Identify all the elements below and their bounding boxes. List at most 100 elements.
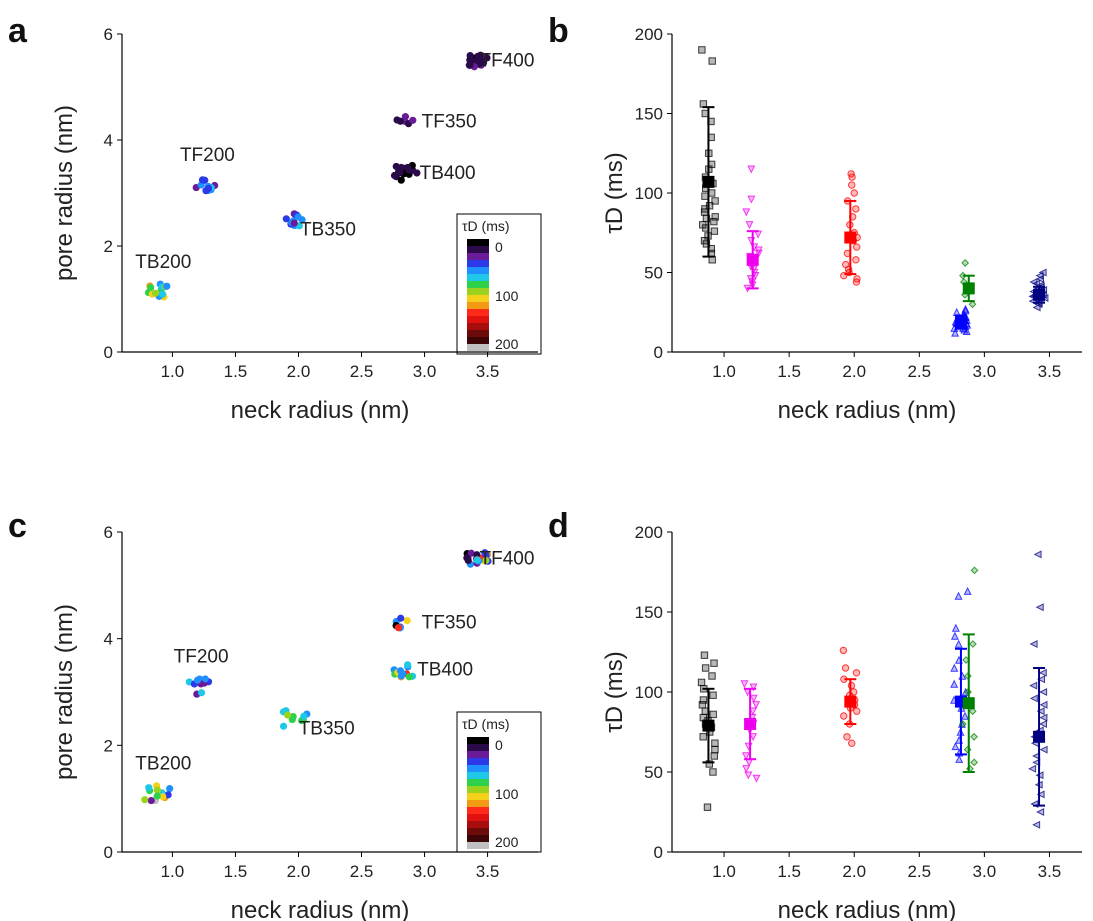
panel-a-cluster-tb200 (144, 280, 171, 301)
panel-d-y-tick-label: 150 (635, 603, 663, 622)
panel-c-x-tick-label: 2.5 (350, 862, 374, 881)
panel-c-colorbar-swatch (467, 737, 489, 744)
panel-d-data-point (970, 758, 979, 767)
panel-d-data-point (852, 669, 861, 677)
panel-d-data-point (954, 639, 963, 648)
panel-d-data-point (970, 732, 978, 741)
panel-d-mean-marker (744, 718, 757, 730)
panel-a-x-tick-label: 2.5 (350, 362, 374, 381)
panel-c-cluster-tb350 (279, 707, 311, 730)
panel-b-data-point (961, 304, 970, 313)
panel-d-data-point (709, 691, 717, 699)
panel-d-mean-marker (844, 695, 857, 708)
panel-a-x-tick-label: 1.0 (161, 362, 185, 381)
panel-c-y-tick-label: 0 (104, 843, 113, 862)
panel-d-data-point (950, 631, 959, 640)
panel-b-data-point (852, 243, 861, 251)
panel-a-data-point (294, 213, 302, 221)
panel-d-data-point (699, 696, 708, 704)
panel-c-colorbar-tick-label: 100 (495, 786, 519, 802)
panel-b-x-tick-label: 1.0 (712, 362, 736, 381)
panel-c-data-point (397, 614, 405, 622)
panel-a-data-point (151, 289, 160, 297)
panel-c-data-point (482, 556, 490, 565)
panel-a-x-tick-label: 2.0 (287, 362, 311, 381)
panel-c-pore-vs-neck-scatter: 1.0 1.5 2.0 2.5 3.0 3.5 0 2 4 6 neck radius (nm) po… (51, 523, 542, 921)
panel-d-y-tick-label: 200 (635, 523, 663, 542)
panel-a-y-tick-label: 4 (104, 131, 113, 150)
panel-c-cluster-tb200 (141, 782, 174, 805)
panel-d-data-point (849, 688, 858, 696)
panel-a-x-axis-title: neck radius (nm) (231, 397, 410, 424)
panel-d-data-point (709, 768, 717, 776)
panel-c-colorbar-swatch (467, 842, 489, 849)
panel-b-x-tick-label: 2.5 (907, 362, 931, 381)
panel-b-y-axis-title: τD (ms) (601, 152, 628, 233)
panel-a-data-point (397, 176, 405, 184)
panel-d-data-point (968, 640, 977, 648)
panel-d-x-axis-title: neck radius (nm) (778, 897, 957, 921)
panel-b-data-point (961, 259, 970, 267)
panel-b-y-tick-label: 100 (635, 184, 663, 203)
panel-c-x-tick-label: 2.0 (287, 862, 311, 881)
panel-a-colorbar-swatch (467, 267, 489, 274)
panel-c-cluster-label: TB350 (299, 719, 355, 740)
panel-c-colorbar-swatch (467, 814, 489, 821)
panel-c-y-tick-label: 2 (104, 736, 113, 755)
panel-d-data-point (1029, 694, 1038, 703)
panel-a-data-point (405, 166, 413, 174)
panel-d-data-point (843, 733, 851, 741)
panel-c-colorbar-swatch (467, 821, 489, 828)
panel-b-data-point (850, 189, 858, 197)
panel-c-data-point (467, 549, 475, 557)
panel-d-data-point (1029, 681, 1038, 690)
panel-c-colorbar-swatch (467, 793, 489, 800)
panel-d-data-point (749, 733, 758, 742)
panel-d-data-point (954, 591, 963, 600)
panel-a-colorbar-swatch (467, 330, 489, 337)
panel-d-data-point (951, 742, 960, 751)
panel-c-data-point (279, 722, 288, 730)
panel-c-data-point (153, 786, 161, 794)
panel-c-colorbar-swatch (467, 828, 489, 835)
panel-b-data-point (747, 195, 756, 204)
panel-c-y-tick-label: 6 (104, 523, 113, 542)
panel-d-data-point (698, 701, 707, 709)
panel-a-data-point (201, 176, 209, 184)
panel-a-y-axis-title: pore radius (nm) (51, 105, 78, 281)
panel-b-data-point (1038, 268, 1047, 277)
panel-a-colorbar-swatch (467, 239, 489, 246)
panel-d-data-point (1039, 687, 1048, 697)
panel-c-x-tick-label: 3.0 (413, 862, 437, 881)
panel-d-data-point (740, 680, 749, 689)
panel-d-data-point (955, 754, 964, 763)
panel-b-series-3 (950, 304, 972, 337)
panel-b-data-point (747, 165, 756, 174)
panel-d-data-point (741, 752, 750, 761)
panel-c-colorbar-title: τD (ms) (462, 716, 510, 732)
panel-c-data-point (197, 689, 206, 697)
panel-d-y-tick-label: 0 (654, 843, 663, 862)
panel-b-data-point (698, 46, 706, 54)
panel-d-data-point (710, 752, 718, 760)
panel-c-cluster-label: TB200 (135, 753, 191, 774)
panel-d-x-tick-label: 1.0 (712, 862, 736, 881)
panel-d-data-point (841, 664, 850, 672)
panel-d-data-point (840, 712, 848, 720)
panel-d-y-tick-label: 50 (644, 763, 663, 782)
panel-c-colorbar-tick-label: 200 (495, 834, 519, 850)
panel-b-mean-marker (962, 282, 975, 295)
panel-b-data-point (847, 181, 856, 189)
panel-d-data-point (1029, 639, 1038, 649)
panel-d-data-point (950, 663, 959, 672)
panel-a-y-tick-label: 6 (104, 25, 113, 44)
panel-d-data-point (839, 646, 848, 655)
panel-b-data-point (711, 213, 719, 221)
panel-b-x-tick-label: 1.5 (777, 362, 801, 381)
panel-b-mean-marker (954, 315, 967, 328)
panel-d-x-tick-label: 2.5 (907, 862, 931, 881)
panel-a-colorbar-swatch (467, 302, 489, 309)
panel-d-data-point (968, 707, 977, 716)
panel-d-data-point (748, 707, 757, 716)
panel-d-series-0 (697, 651, 719, 811)
